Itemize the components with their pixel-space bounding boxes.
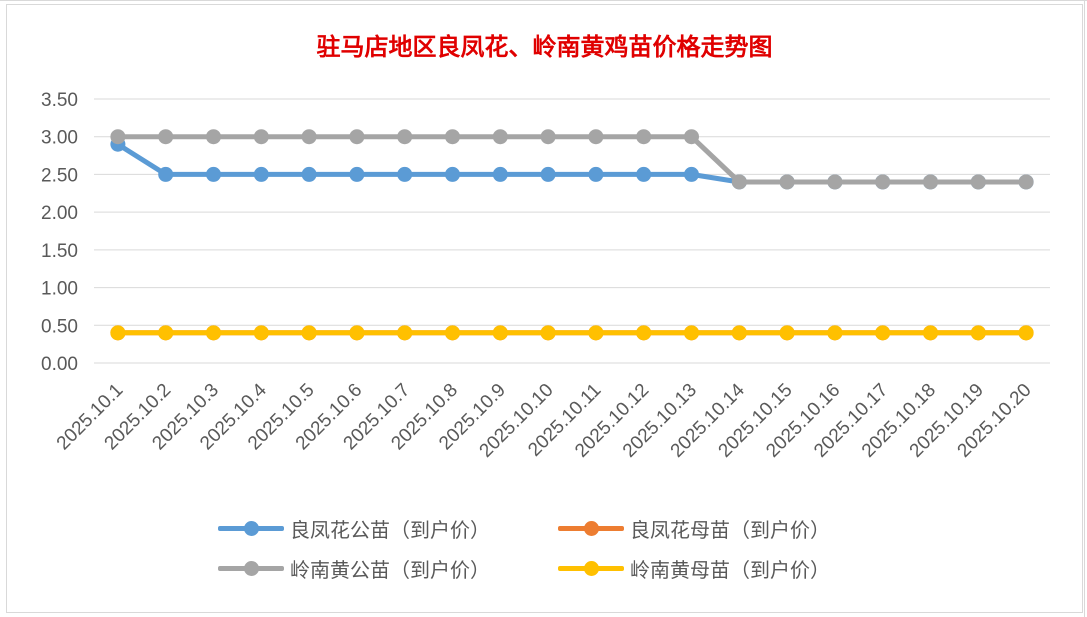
data-point[interactable]: [158, 325, 174, 341]
data-point[interactable]: [923, 325, 938, 341]
data-point[interactable]: [779, 174, 795, 190]
data-point[interactable]: [588, 129, 604, 145]
data-point[interactable]: [684, 166, 699, 182]
data-point[interactable]: [253, 166, 269, 182]
data-point[interactable]: [445, 166, 460, 182]
data-point[interactable]: [206, 166, 221, 182]
data-point[interactable]: [206, 129, 221, 145]
data-point[interactable]: [110, 129, 126, 145]
data-point[interactable]: [110, 325, 126, 341]
chart-area[interactable]: 驻马店地区良凤花、岭南黄鸡苗价格走势图: [6, 4, 1083, 613]
legend-item[interactable]: 良凤花公苗（到户价）: [218, 515, 548, 542]
legend-label: 岭南黄公苗（到户价）: [290, 557, 490, 582]
data-point[interactable]: [397, 325, 413, 341]
data-point[interactable]: [492, 166, 508, 182]
data-point[interactable]: [827, 174, 843, 190]
data-point[interactable]: [970, 325, 986, 341]
data-point[interactable]: [731, 174, 747, 190]
y-tick-label: 2.50: [41, 165, 78, 186]
data-point[interactable]: [970, 174, 986, 190]
data-point[interactable]: [636, 166, 652, 182]
legend: 良凤花公苗（到户价） 良凤花母苗（到户价） 岭南黄公苗（到户价） 岭南黄母苗（到…: [218, 515, 898, 582]
y-tick-label: 3.00: [41, 128, 78, 149]
y-tick-label: 0.50: [41, 316, 78, 337]
data-point[interactable]: [875, 325, 891, 341]
y-tick-label: 1.00: [41, 279, 78, 300]
data-point[interactable]: [540, 129, 556, 145]
data-point[interactable]: [158, 129, 174, 145]
data-point[interactable]: [540, 325, 556, 341]
data-point[interactable]: [779, 325, 795, 341]
data-point[interactable]: [923, 174, 938, 190]
data-point[interactable]: [301, 129, 317, 145]
data-point[interactable]: [301, 166, 317, 182]
legend-swatch: [218, 515, 284, 541]
data-point[interactable]: [492, 325, 508, 341]
sheet-gridline: [0, 0, 1087, 1]
data-point[interactable]: [397, 129, 413, 145]
legend-swatch: [218, 555, 284, 581]
data-point[interactable]: [827, 325, 843, 341]
data-point[interactable]: [206, 325, 221, 341]
data-point[interactable]: [349, 325, 365, 341]
data-point[interactable]: [1018, 174, 1034, 190]
series-line: [115, 134, 1029, 185]
data-point[interactable]: [684, 325, 699, 341]
data-point[interactable]: [684, 129, 699, 145]
legend-swatch: [558, 515, 624, 541]
data-point[interactable]: [1018, 325, 1034, 341]
data-point[interactable]: [636, 325, 652, 341]
data-point[interactable]: [397, 166, 413, 182]
data-point[interactable]: [445, 129, 460, 145]
legend-item[interactable]: 岭南黄母苗（到户价）: [558, 555, 888, 582]
data-point[interactable]: [588, 325, 604, 341]
data-point[interactable]: [301, 325, 317, 341]
y-tick-label: 2.00: [41, 203, 78, 224]
data-point[interactable]: [540, 166, 556, 182]
data-point[interactable]: [349, 166, 365, 182]
data-point[interactable]: [253, 129, 269, 145]
sheet-gridline: [1084, 0, 1085, 617]
legend-swatch: [558, 555, 624, 581]
legend-label: 良凤花公苗（到户价）: [290, 517, 490, 542]
data-point[interactable]: [158, 166, 174, 182]
data-point[interactable]: [253, 325, 269, 341]
data-point[interactable]: [636, 129, 652, 145]
data-point[interactable]: [445, 325, 460, 341]
data-point[interactable]: [875, 174, 891, 190]
legend-item[interactable]: 岭南黄公苗（到户价）: [218, 555, 548, 582]
data-point[interactable]: [588, 166, 604, 182]
data-point[interactable]: [731, 325, 747, 341]
y-tick-label: 1.50: [41, 241, 78, 262]
legend-label: 良凤花母苗（到户价）: [630, 517, 830, 542]
data-point[interactable]: [349, 129, 365, 145]
data-point[interactable]: [492, 129, 508, 145]
y-tick-label: 3.50: [41, 90, 78, 111]
y-tick-label: 0.00: [41, 354, 78, 375]
legend-label: 岭南黄母苗（到户价）: [630, 557, 830, 582]
chart-title: 驻马店地区良凤花、岭南黄鸡苗价格走势图: [316, 32, 773, 61]
legend-item[interactable]: 良凤花母苗（到户价）: [558, 515, 888, 542]
